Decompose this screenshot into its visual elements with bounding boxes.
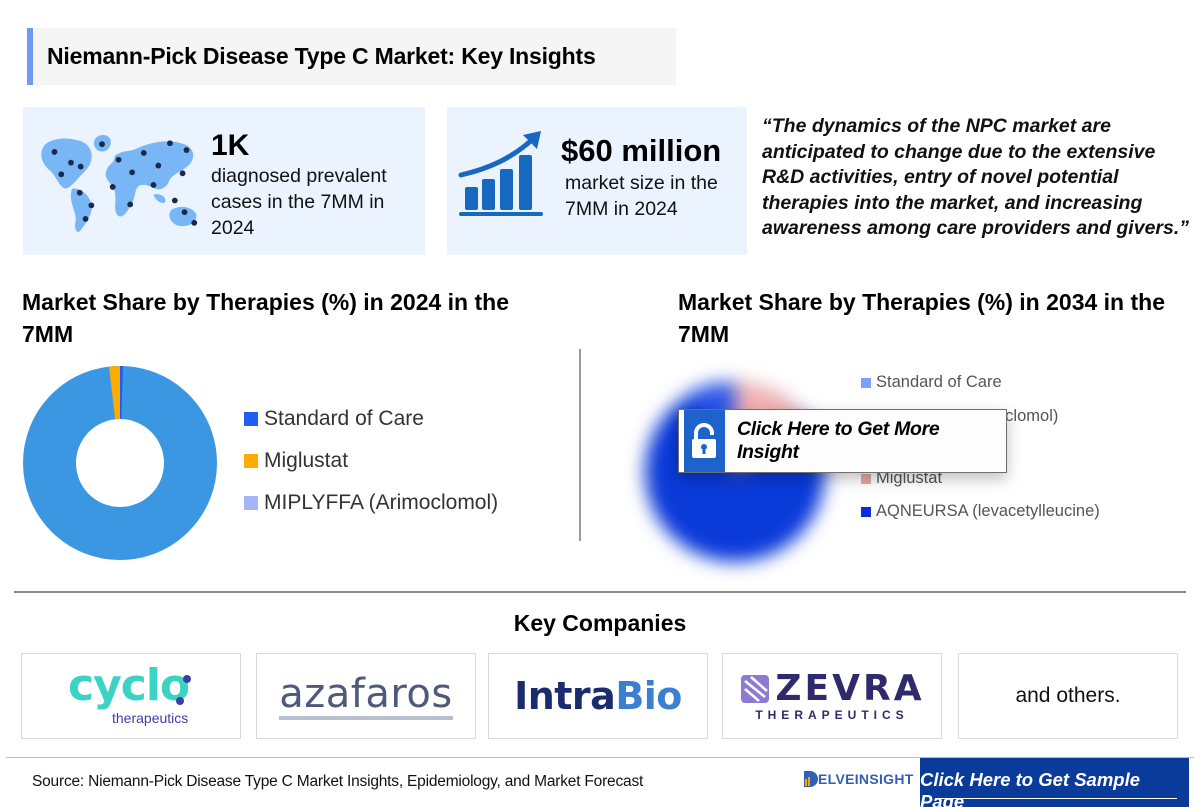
chart-divider	[579, 349, 581, 541]
logo-text: ELVEINSIGHT	[818, 771, 914, 787]
button-underline	[935, 798, 1177, 799]
insight-button-label: Click Here to Get More Insight	[736, 418, 940, 463]
legend-item-standard-of-care: Standard of Care	[861, 373, 1002, 392]
logo-dots-icon	[176, 675, 191, 705]
zevra-logo: ZEVRA THERAPEUTICS	[739, 670, 924, 722]
slice-miglustat	[109, 366, 120, 420]
company-card-azafaros: azafaros	[256, 653, 476, 739]
world-map-icon	[41, 134, 198, 232]
delveinsight-mark-icon	[804, 771, 818, 787]
legend-label: Standard of Care	[876, 373, 1002, 391]
prevalent-cases-value: 1K	[211, 129, 250, 162]
market-quote: “The dynamics of the NPC market are anti…	[762, 115, 1190, 239]
and-others-text: and others.	[1015, 684, 1121, 707]
azafaros-logo: azafaros	[279, 672, 453, 720]
footer-divider	[6, 757, 1194, 758]
sample-button-label: Click Here to Get Sample Page	[920, 769, 1141, 807]
legend-item-miplyffa: MIPLYFFA (Arimoclomol)	[244, 482, 498, 524]
key-companies-title: Key Companies	[513, 610, 687, 636]
legend-label: oclomol)	[996, 407, 1059, 425]
market-size-card: $60 million market size in the 7MM in 20…	[447, 107, 747, 255]
market-size-description: market size in the 7MM in 2024	[565, 172, 718, 220]
logo-text: Bio	[615, 674, 682, 718]
delveinsight-logo: ELVEINSIGHT	[802, 769, 914, 789]
legend-swatch	[244, 496, 258, 510]
legend-swatch	[244, 454, 258, 468]
legend-swatch	[861, 377, 871, 388]
growth-chart-icon	[458, 131, 543, 216]
lock-box	[679, 410, 725, 472]
get-more-insight-button[interactable]: Click Here to Get More Insight	[678, 409, 1007, 473]
intrabio-logo: IntraBio	[514, 674, 682, 718]
logo-text: ZEVRA	[775, 668, 925, 709]
legend-label: Miglustat	[876, 469, 943, 487]
section-divider	[14, 591, 1186, 593]
logo-subtitle: THERAPEUTICS	[755, 708, 909, 722]
company-card-cyclo: cyclo therapeutics	[21, 653, 241, 739]
legend-swatch	[861, 506, 871, 517]
source-text: Source: Niemann-Pick Disease Type C Mark…	[32, 773, 644, 790]
page-title: Niemann-Pick Disease Type C Market: Key …	[47, 43, 596, 69]
title-bar: Niemann-Pick Disease Type C Market: Key …	[27, 28, 676, 85]
chart-2024-legend: Standard of Care Miglustat MIPLYFFA (Ari…	[244, 398, 498, 524]
legend-label: AQNEURSA (levacetylleucine)	[876, 502, 1100, 520]
legend-item-hidden-arimoclomol: oclomol)	[996, 407, 1058, 426]
company-card-others: and others.	[958, 653, 1178, 739]
prevalent-cases-card: 1K diagnosed prevalent cases in the 7MM …	[23, 107, 425, 255]
donut-chart-2024	[23, 366, 217, 560]
unlock-icon	[692, 423, 717, 458]
legend-swatch	[861, 473, 871, 484]
legend-item-standard-of-care: Standard of Care	[244, 398, 498, 440]
get-sample-page-button[interactable]: Click Here to Get Sample Page	[920, 758, 1189, 807]
legend-item-miglustat: Miglustat	[861, 469, 942, 488]
legend-item-aqneursa: AQNEURSA (levacetylleucine)	[861, 502, 1100, 521]
logo-subtitle: therapeutics	[112, 710, 189, 726]
chart-2024-title: Market Share by Therapies (%) in 2024 in…	[22, 289, 509, 347]
logo-text: cyclo	[68, 660, 190, 711]
market-size-value: $60 million	[561, 133, 722, 168]
logo-text: Intra	[514, 674, 616, 718]
prevalent-cases-description: diagnosed prevalent cases in the 7MM in …	[211, 165, 387, 239]
legend-label: Standard of Care	[264, 407, 424, 430]
chart-2034-title: Market Share by Therapies (%) in 2034 in…	[678, 289, 1165, 347]
slice-standard-of-care	[120, 366, 123, 419]
legend-item-miglustat: Miglustat	[244, 440, 498, 482]
legend-label: MIPLYFFA (Arimoclomol)	[264, 491, 499, 514]
company-card-zevra: ZEVRA THERAPEUTICS	[722, 653, 942, 739]
zevra-mark-icon	[741, 675, 770, 703]
legend-label: Miglustat	[264, 449, 349, 472]
company-card-intrabio: IntraBio	[488, 653, 708, 739]
legend-swatch	[244, 412, 258, 426]
cyclo-logo: cyclo therapeutics	[66, 660, 196, 728]
